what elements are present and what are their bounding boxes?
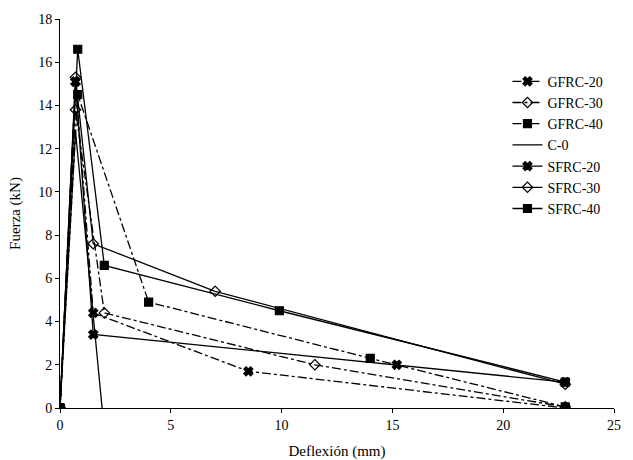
svg-text:2: 2: [45, 358, 52, 373]
svg-text:GFRC-30: GFRC-30: [547, 96, 602, 111]
svg-text:Deflexión (mm): Deflexión (mm): [288, 443, 385, 460]
svg-text:14: 14: [38, 98, 52, 113]
svg-text:SFRC-30: SFRC-30: [547, 181, 600, 196]
svg-text:GFRC-40: GFRC-40: [547, 117, 602, 132]
svg-text:0: 0: [45, 401, 52, 416]
svg-text:18: 18: [38, 12, 52, 27]
svg-text:20: 20: [496, 418, 510, 433]
svg-text:Fuerza (kN): Fuerza (kN): [7, 177, 24, 250]
svg-text:C-0: C-0: [547, 138, 568, 153]
svg-text:4: 4: [45, 314, 52, 329]
svg-text:GFRC-20: GFRC-20: [547, 75, 602, 90]
svg-text:SFRC-20: SFRC-20: [547, 160, 600, 175]
svg-text:16: 16: [38, 55, 52, 70]
svg-text:12: 12: [38, 142, 52, 157]
svg-text:0: 0: [57, 418, 64, 433]
svg-text:5: 5: [167, 418, 174, 433]
svg-text:SFRC-40: SFRC-40: [547, 202, 600, 217]
svg-text:25: 25: [607, 418, 621, 433]
svg-text:8: 8: [45, 228, 52, 243]
svg-text:15: 15: [385, 418, 399, 433]
svg-text:10: 10: [275, 418, 289, 433]
svg-text:10: 10: [38, 185, 52, 200]
svg-text:6: 6: [45, 271, 52, 286]
